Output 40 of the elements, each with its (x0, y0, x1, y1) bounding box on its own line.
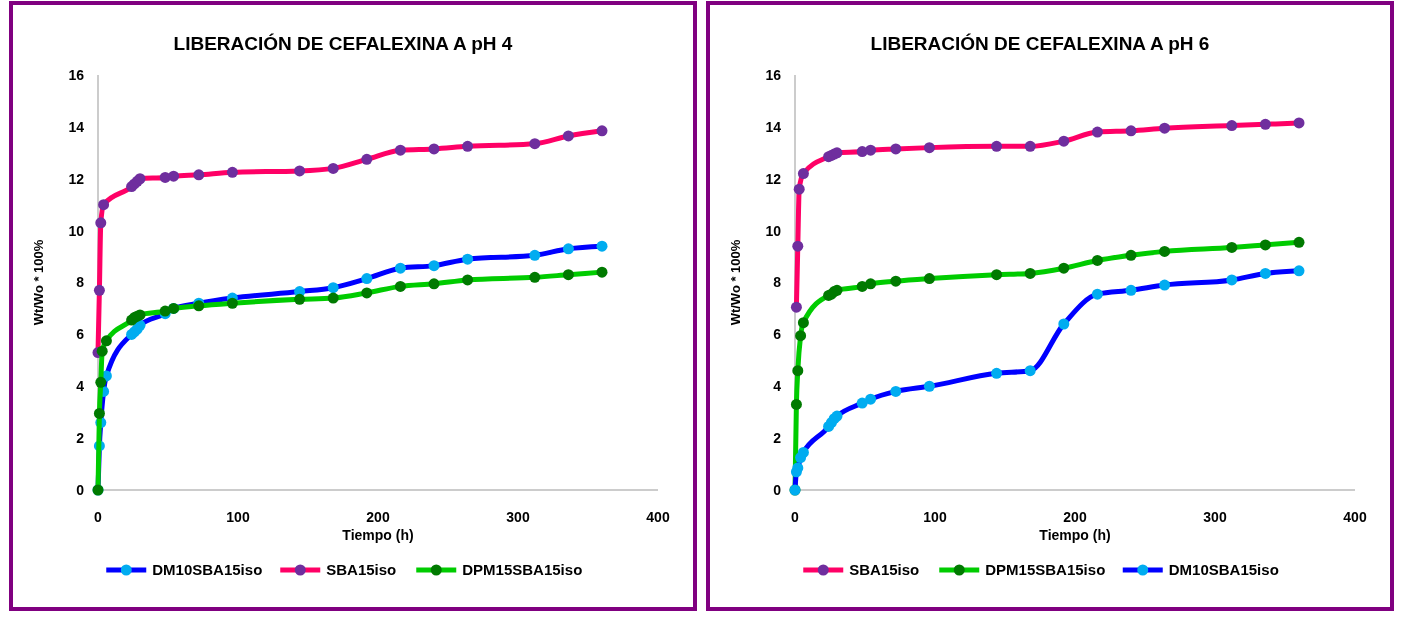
x-tick-label: 100 (226, 509, 250, 525)
y-tick-label: 8 (76, 274, 85, 291)
chart-title: LIBERACIÓN DE CEFALEXINA A pH 4 (173, 33, 513, 54)
y-axis-title: Wt/Wo * 100% (728, 239, 743, 326)
x-axis-title: Tiempo (h) (342, 527, 414, 543)
legend-label: DPM15SBA15iso (985, 561, 1106, 579)
y-tick-label: 0 (76, 481, 85, 498)
x-tick-label: 400 (646, 509, 670, 525)
y-tick-label: 6 (773, 326, 782, 343)
y-tick-label: 12 (765, 170, 782, 187)
legend-label: DM10SBA15iso (152, 561, 263, 579)
y-tick-label: 4 (76, 378, 85, 395)
legend-label: SBA15iso (849, 561, 920, 579)
legend-label: SBA15iso (326, 561, 397, 579)
y-tick-label: 2 (76, 430, 85, 447)
y-tick-label: 0 (773, 481, 782, 498)
x-tick-label: 400 (1343, 509, 1367, 525)
y-tick-label: 10 (68, 222, 85, 239)
x-tick-label: 200 (1063, 509, 1087, 525)
x-tick-label: 300 (506, 509, 530, 525)
x-tick-label: 0 (94, 509, 103, 525)
x-axis-title: Tiempo (h) (1039, 527, 1111, 543)
y-tick-label: 8 (773, 274, 782, 291)
x-tick-label: 0 (791, 509, 800, 525)
chart-title: LIBERACIÓN DE CEFALEXINA A pH 6 (870, 33, 1210, 54)
y-tick-label: 14 (765, 118, 782, 135)
x-tick-label: 300 (1203, 509, 1227, 525)
y-tick-label: 12 (68, 170, 85, 187)
y-tick-label: 16 (68, 66, 85, 83)
y-tick-label: 14 (68, 118, 85, 135)
y-tick-label: 4 (773, 378, 782, 395)
x-tick-label: 100 (923, 509, 947, 525)
y-tick-label: 16 (765, 66, 782, 83)
y-axis-title: Wt/Wo * 100% (31, 239, 46, 326)
x-tick-label: 200 (366, 509, 390, 525)
y-tick-label: 6 (76, 326, 85, 343)
y-tick-label: 2 (773, 430, 782, 447)
legend-label: DPM15SBA15iso (462, 561, 583, 579)
y-tick-label: 10 (765, 222, 782, 239)
legend-label: DM10SBA15iso (1168, 561, 1279, 579)
